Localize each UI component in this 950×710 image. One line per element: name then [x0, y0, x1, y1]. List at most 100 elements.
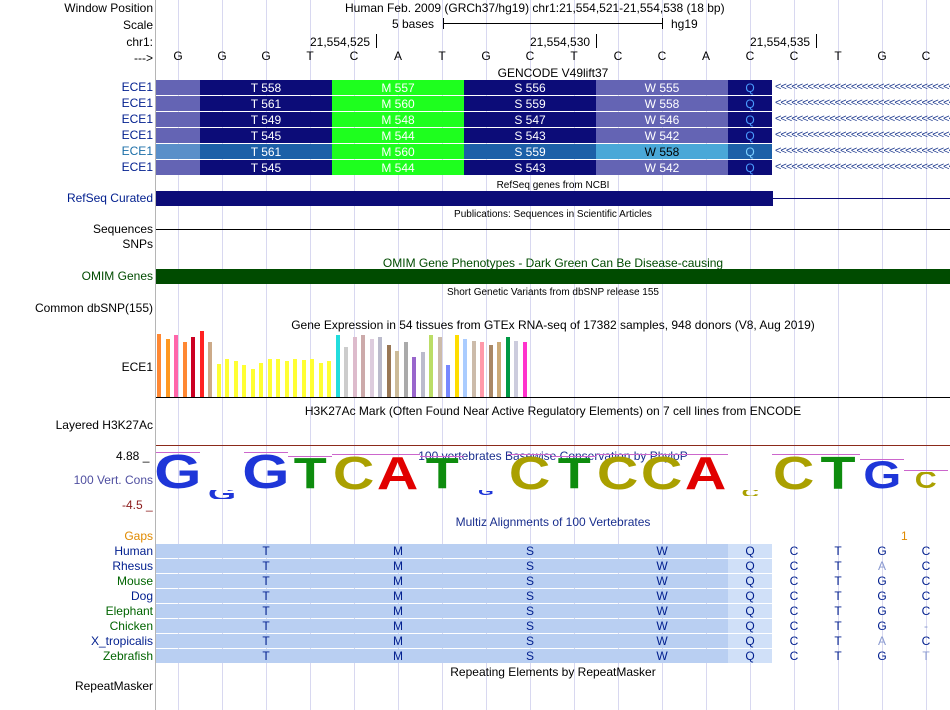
- multiz-base[interactable]: T: [834, 574, 842, 588]
- gtex-tissue-bar[interactable]: [514, 341, 518, 397]
- multiz-species-label[interactable]: Dog: [130, 589, 153, 603]
- gencode-codon[interactable]: T 558: [200, 80, 332, 95]
- multiz-base[interactable]: C: [921, 574, 931, 588]
- gtex-tissue-bar[interactable]: [463, 339, 467, 397]
- gencode-codon[interactable]: M 560: [332, 144, 464, 159]
- gencode-codon[interactable]: W 542: [596, 128, 728, 143]
- gencode-codon[interactable]: W 555: [596, 80, 728, 95]
- multiz-codon[interactable]: Q: [728, 544, 772, 558]
- multiz-codon[interactable]: T: [200, 649, 332, 663]
- gtex-tissue-bar[interactable]: [471, 341, 476, 397]
- gtex-tissue-bar[interactable]: [480, 342, 484, 397]
- multiz-codon[interactable]: T: [200, 589, 332, 603]
- phylop-letter[interactable]: G: [470, 490, 502, 495]
- gtex-track-label[interactable]: ECE1: [121, 360, 153, 374]
- multiz-base[interactable]: T: [834, 619, 842, 633]
- gtex-tissue-bar[interactable]: [174, 335, 178, 397]
- multiz-base[interactable]: C: [789, 544, 799, 558]
- gencode-track-title[interactable]: GENCODE V49lift37: [497, 66, 609, 80]
- phylop-letter[interactable]: G: [206, 490, 238, 499]
- multiz-codon[interactable]: W: [596, 604, 728, 618]
- multiz-codon[interactable]: W: [596, 589, 728, 603]
- phylop-letter[interactable]: A: [685, 456, 727, 490]
- phylop-letter[interactable]: C: [597, 456, 639, 490]
- gencode-codon[interactable]: S 559: [464, 144, 596, 159]
- multiz-codon[interactable]: S: [464, 634, 596, 648]
- gencode-utr-cell[interactable]: [156, 80, 200, 95]
- phylop-letter[interactable]: A: [377, 456, 419, 490]
- gencode-intron-arrows[interactable]: <<<<<<<<<<<<<<<<<<<<<<<<<<<<<<<<<<<<: [775, 81, 950, 93]
- gtex-tissue-bar[interactable]: [386, 345, 391, 397]
- dbsnp-track-label[interactable]: Common dbSNP(155): [34, 301, 153, 315]
- multiz-codon[interactable]: W: [596, 559, 728, 573]
- multiz-codon[interactable]: Q: [728, 649, 772, 663]
- phylop-letter[interactable]: C: [509, 456, 551, 490]
- phylop-letter[interactable]: T: [557, 458, 591, 490]
- multiz-codon[interactable]: T: [200, 604, 332, 618]
- multiz-base[interactable]: C: [921, 589, 931, 603]
- multiz-base[interactable]: C: [921, 604, 931, 618]
- multiz-codon[interactable]: S: [464, 619, 596, 633]
- gtex-tissue-bar[interactable]: [344, 347, 348, 397]
- snps-track-label[interactable]: SNPs: [122, 237, 153, 251]
- h3k27ac-track-label[interactable]: Layered H3K27Ac: [55, 418, 153, 432]
- multiz-base[interactable]: G: [877, 574, 887, 588]
- gtex-tissue-bar[interactable]: [233, 361, 238, 397]
- multiz-base[interactable]: G: [877, 619, 887, 633]
- multiz-species-label[interactable]: Mouse: [116, 574, 153, 588]
- phylop-track-label[interactable]: 100 Vert. Cons: [73, 473, 153, 487]
- multiz-species-label[interactable]: Rhesus: [112, 559, 153, 573]
- gencode-utr-cell[interactable]: [156, 144, 200, 159]
- refseq-gene-block[interactable]: [156, 191, 773, 206]
- gencode-utr-cell[interactable]: [156, 112, 200, 127]
- phylop-letter[interactable]: C: [734, 490, 766, 496]
- gtex-tissue-bar[interactable]: [378, 337, 382, 397]
- gencode-intron-arrows[interactable]: <<<<<<<<<<<<<<<<<<<<<<<<<<<<<<<<<<<<: [775, 97, 950, 109]
- multiz-species-label[interactable]: Zebrafish: [102, 649, 153, 663]
- gtex-tissue-bar[interactable]: [208, 342, 212, 397]
- gtex-tissue-bar[interactable]: [242, 365, 246, 397]
- gencode-row-label[interactable]: ECE1: [121, 112, 153, 126]
- repeatmasker-track-label[interactable]: RepeatMasker: [74, 679, 153, 693]
- multiz-base[interactable]: T: [834, 604, 842, 618]
- multiz-codon[interactable]: T: [200, 619, 332, 633]
- multiz-codon[interactable]: Q: [728, 559, 772, 573]
- gtex-tissue-bar[interactable]: [420, 352, 425, 397]
- phylop-letter[interactable]: G: [244, 454, 288, 490]
- gencode-row-label[interactable]: ECE1: [121, 144, 153, 158]
- gtex-tissue-bar[interactable]: [310, 359, 314, 397]
- multiz-species-label[interactable]: Chicken: [109, 619, 153, 633]
- multiz-base[interactable]: G: [877, 544, 887, 558]
- multiz-codon[interactable]: M: [332, 544, 464, 558]
- multiz-codon[interactable]: Q: [728, 574, 772, 588]
- gencode-codon[interactable]: T 561: [200, 144, 332, 159]
- gencode-codon[interactable]: M 544: [332, 128, 464, 143]
- gencode-codon[interactable]: S 556: [464, 80, 596, 95]
- multiz-base[interactable]: T: [834, 544, 842, 558]
- gtex-tissue-bar[interactable]: [276, 359, 280, 397]
- gtex-tissue-bar[interactable]: [437, 337, 442, 397]
- multiz-codon[interactable]: M: [332, 574, 464, 588]
- gencode-codon[interactable]: Q: [728, 144, 772, 159]
- omim-gene-block[interactable]: [156, 269, 950, 284]
- dbsnp-track-title[interactable]: Short Genetic Variants from dbSNP releas…: [447, 287, 659, 298]
- multiz-base[interactable]: T: [922, 649, 930, 663]
- phylop-letter[interactable]: G: [862, 461, 902, 490]
- gtex-tissue-bar[interactable]: [267, 359, 272, 397]
- gtex-tissue-bar[interactable]: [284, 361, 289, 397]
- gencode-codon[interactable]: M 544: [332, 160, 464, 175]
- multiz-codon[interactable]: T: [200, 574, 332, 588]
- multiz-codon[interactable]: S: [464, 589, 596, 603]
- multiz-codon[interactable]: M: [332, 649, 464, 663]
- refseq-track-label[interactable]: RefSeq Curated: [66, 191, 153, 205]
- gtex-tissue-bar[interactable]: [335, 335, 340, 397]
- gtex-tissue-bar[interactable]: [199, 331, 204, 397]
- gtex-tissue-bar[interactable]: [157, 334, 161, 397]
- multiz-codon[interactable]: M: [332, 604, 464, 618]
- multiz-codon[interactable]: T: [200, 559, 332, 573]
- gtex-tissue-bar[interactable]: [429, 335, 433, 397]
- gencode-intron-arrows[interactable]: <<<<<<<<<<<<<<<<<<<<<<<<<<<<<<<<<<<<: [775, 145, 950, 157]
- multiz-codon[interactable]: T: [200, 544, 332, 558]
- multiz-track-title[interactable]: Multiz Alignments of 100 Vertebrates: [455, 515, 651, 529]
- gtex-tissue-bar[interactable]: [301, 360, 306, 397]
